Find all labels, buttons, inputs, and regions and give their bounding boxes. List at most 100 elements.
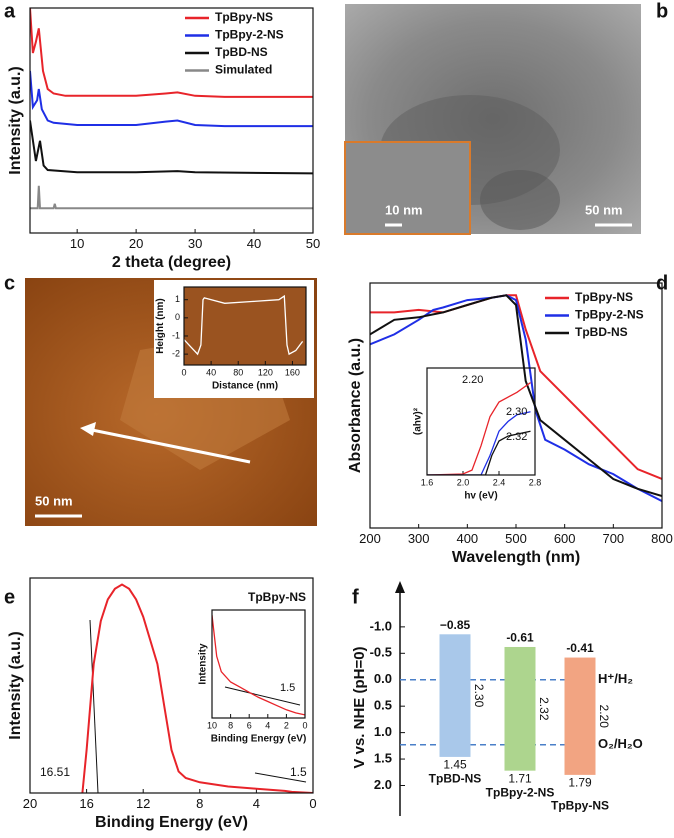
x-axis-label: 2 theta (degree) <box>112 254 231 271</box>
y-tick-label: -1.0 <box>370 618 392 633</box>
value-label: -0.61 <box>506 631 534 645</box>
series-line <box>184 294 304 356</box>
panel-label: b <box>656 0 668 22</box>
value-label: 1.71 <box>508 771 532 785</box>
y-tick-label: 2.0 <box>374 777 392 792</box>
band-bar <box>564 657 596 775</box>
y-tick-label: 1.0 <box>374 724 392 739</box>
value-label: −0.85 <box>440 618 471 632</box>
plot-frame <box>426 367 536 476</box>
x-tick-label: 2 <box>284 720 289 730</box>
x-axis-label: Binding Energy (eV) <box>95 814 248 831</box>
reference-label: O₂/H₂O <box>598 736 643 751</box>
panel-label: f <box>352 586 359 608</box>
x-tick-label: 20 <box>23 796 37 811</box>
x-axis-label: Wavelength (nm) <box>452 549 580 566</box>
scale-label: 50 nm <box>35 493 73 508</box>
legend-label: TpBpy-2-NS <box>215 28 284 42</box>
x-axis-label: Binding Energy (eV) <box>211 733 307 744</box>
annotation: 2.32 <box>506 431 527 443</box>
x-tick-label: 12 <box>136 796 150 811</box>
value-label: 1.79 <box>568 776 592 790</box>
series-line <box>370 294 662 502</box>
y-axis-label: Intensity <box>198 643 209 685</box>
y-tick-label: 1 <box>175 294 180 304</box>
y-axis-label: Intensity (a.u.) <box>7 631 24 739</box>
gap-label: 2.32 <box>537 697 551 721</box>
x-tick-label: 1.6 <box>421 477 434 487</box>
x-tick-label: 2.0 <box>457 477 470 487</box>
annotation: 2.30 <box>506 406 527 418</box>
x-tick-label: 500 <box>505 531 527 546</box>
panel-label: a <box>4 0 16 22</box>
legend-label: Simulated <box>215 63 272 77</box>
series-line <box>30 70 313 128</box>
series-line <box>427 382 531 475</box>
x-tick-label: 80 <box>233 367 243 377</box>
y-tick-label: -2 <box>172 348 180 358</box>
series-line <box>81 583 313 793</box>
scale-label: 10 nm <box>385 202 423 217</box>
tem-inset <box>344 141 471 235</box>
x-tick-label: 8 <box>196 796 203 811</box>
gap-label: 2.30 <box>472 684 486 708</box>
series-line <box>30 185 313 210</box>
annotation: 1.5 <box>290 765 307 779</box>
y-tick-label: 0 <box>175 312 180 322</box>
x-tick-label: 4 <box>253 796 260 811</box>
x-tick-label: 30 <box>188 236 202 251</box>
plot-frame <box>29 7 314 234</box>
x-tick-label: 40 <box>247 236 261 251</box>
y-tick-label: -1 <box>172 330 180 340</box>
legend-label: TpBpy-NS <box>575 290 633 304</box>
series-line <box>427 411 531 475</box>
band-bar <box>504 646 536 771</box>
series-line <box>427 430 531 475</box>
tem-feature <box>480 170 560 230</box>
series-line <box>370 294 662 498</box>
x-tick-label: 10 <box>70 236 84 251</box>
x-tick-label: 300 <box>408 531 430 546</box>
y-axis-label: Intensity (a.u.) <box>7 66 24 174</box>
series-line <box>30 120 313 175</box>
x-tick-label: 10 <box>207 720 217 730</box>
y-tick-label: 0.5 <box>374 698 392 713</box>
arrow-head <box>80 422 96 436</box>
plot-frame <box>29 577 314 794</box>
x-axis-label: Distance (nm) <box>212 380 278 391</box>
y-axis-label: Absorbance (a.u.) <box>347 338 364 473</box>
x-tick-label: 0 <box>181 367 186 377</box>
series-line <box>212 615 305 716</box>
x-tick-label: 40 <box>206 367 216 377</box>
x-tick-label: 8 <box>228 720 233 730</box>
arrow <box>91 428 251 464</box>
x-tick-label: 0 <box>302 720 307 730</box>
fit-line <box>254 772 307 783</box>
x-tick-label: 600 <box>554 531 576 546</box>
y-tick-label: 1.5 <box>374 750 392 765</box>
y-axis-label: Height (nm) <box>155 298 166 354</box>
x-tick-label: 120 <box>258 367 273 377</box>
band-bar <box>439 634 471 757</box>
x-tick-label: 2.8 <box>529 477 542 487</box>
panel-label: c <box>4 272 15 294</box>
plot-frame <box>369 282 663 529</box>
y-axis-label: V vs. NHE (pH=0) <box>351 646 368 768</box>
annotation: 16.51 <box>40 765 70 779</box>
legend-label: TpBD-NS <box>575 325 628 339</box>
x-axis-label: hv (eV) <box>464 490 497 501</box>
reference-label: H⁺/H₂ <box>598 671 633 686</box>
legend-label: TpBpy-NS <box>215 10 273 24</box>
legend-label: TpBpy-2-NS <box>575 308 644 322</box>
axis-arrow <box>395 581 405 593</box>
legend-label: TpBD-NS <box>215 45 268 59</box>
scale-label: 50 nm <box>585 202 623 217</box>
x-tick-label: 50 <box>306 236 320 251</box>
category-label: TpBD-NS <box>429 772 482 786</box>
plot-frame <box>211 609 306 719</box>
x-tick-label: 160 <box>285 367 300 377</box>
x-tick-label: 400 <box>456 531 478 546</box>
value-label: -0.41 <box>566 641 594 655</box>
gap-label: 2.20 <box>597 705 611 729</box>
